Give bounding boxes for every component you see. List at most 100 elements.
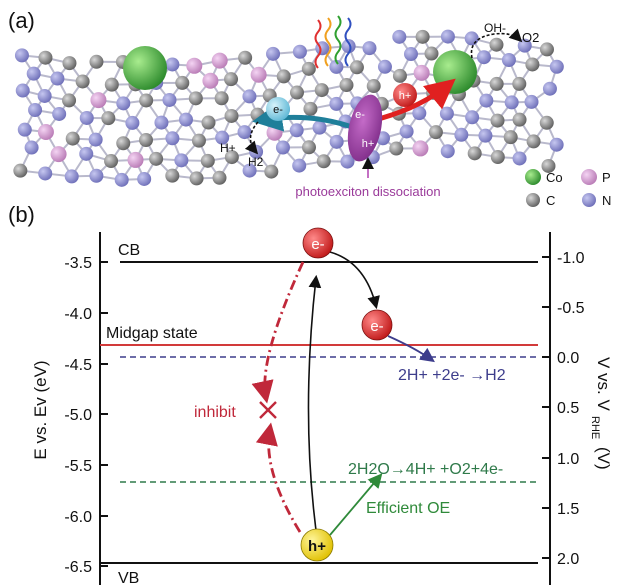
inhibit-label: inhibit — [194, 404, 236, 421]
lattice-atom — [266, 124, 283, 141]
lattice-atom — [478, 128, 493, 143]
cb-label: CB — [118, 242, 140, 259]
proton-label: H+ — [220, 141, 236, 155]
lattice-atom — [162, 92, 177, 107]
lattice-atom — [424, 46, 439, 61]
lattice-atom — [542, 81, 557, 96]
lattice-atom — [412, 140, 429, 157]
lattice-atom — [38, 50, 53, 65]
lattice-atom — [189, 171, 204, 186]
lattice-atom — [116, 136, 131, 151]
lattice-atom — [79, 110, 94, 125]
hydrogen-label: H2 — [248, 155, 264, 169]
lattice-atom — [242, 163, 257, 178]
hole-transfer-arrow — [374, 78, 456, 123]
lattice-atom — [224, 108, 239, 123]
legend-c-label: C — [546, 193, 555, 208]
midgap-electron-ball — [361, 309, 393, 341]
lattice-atom — [191, 133, 206, 148]
lattice-atom — [349, 60, 364, 75]
right-tick-label: -0.5 — [557, 300, 585, 317]
lattice-atom — [413, 64, 430, 81]
lattice-atom — [392, 68, 407, 83]
right-tick-label: 1.0 — [557, 451, 579, 468]
panel-b: (b) -3.5 -4.0 -4.5 -5.0 -5.5 -6.0 -6.5 -… — [8, 202, 613, 585]
right-axis-ticks: -1.0 -0.5 0.0 0.5 1.0 1.5 2.0 — [542, 250, 585, 568]
recombination-arrow-upper — [251, 261, 305, 404]
lattice-atom — [512, 151, 527, 166]
lattice-atom — [512, 112, 527, 127]
legend-n-label: N — [602, 193, 611, 208]
lattice-atom — [242, 89, 257, 104]
lattice-atom — [512, 76, 527, 91]
lattice-atom — [403, 47, 418, 62]
her-reaction-label: 2H+ +2e- →H2 — [398, 367, 506, 384]
lattice-atom — [289, 85, 304, 100]
lattice-atom — [224, 72, 239, 87]
right-tick-label: -1.0 — [557, 250, 585, 267]
lattice-atom — [428, 125, 443, 140]
cobalt-atom-left — [123, 46, 167, 90]
right-tick-label: 1.5 — [557, 501, 579, 518]
lattice-atom — [316, 154, 331, 169]
efficient-oe-label: Efficient OE — [366, 500, 450, 517]
lattice-atom — [490, 149, 505, 164]
lattice-atom — [340, 154, 355, 169]
lattice-atom — [454, 127, 469, 142]
left-axis-ticks: -3.5 -4.0 -4.5 -5.0 -5.5 -6.0 -6.5 — [64, 255, 108, 576]
lattice-atom — [212, 170, 227, 185]
lattice-atom — [38, 166, 53, 181]
oer-transfer-arrow — [329, 473, 383, 536]
lattice-atom — [501, 52, 516, 67]
atom-legend: Co P C N — [525, 169, 611, 208]
left-tick-label: -3.5 — [64, 255, 92, 272]
lattice-atom — [224, 150, 239, 165]
lattice-atom — [188, 91, 203, 106]
oer-reaction-label: 2H2O→4H+ +O2+4e- — [348, 461, 503, 478]
lattice-atom — [292, 44, 307, 59]
exciton-electron-label: e- — [355, 109, 365, 121]
lattice-atom — [539, 42, 554, 57]
vb-label: VB — [118, 570, 139, 585]
lattice-atom — [175, 75, 190, 90]
cb-electron-label: e- — [311, 236, 324, 253]
lattice-atom — [366, 79, 381, 94]
lattice-atom — [178, 112, 193, 127]
dissociation-label: photoexciton dissociation — [295, 184, 440, 199]
lattice-atom — [37, 124, 54, 141]
right-tick-label: 2.0 — [557, 551, 579, 568]
lattice-atom — [211, 52, 228, 69]
right-tick-label: 0.5 — [557, 400, 579, 417]
lattice-atom — [104, 77, 119, 92]
lattice-atom — [104, 154, 119, 169]
hydrogen-evolution-arrow — [244, 121, 259, 155]
lattice-atom — [440, 29, 455, 44]
lattice-atom — [541, 158, 556, 173]
lattice-atom — [292, 158, 307, 173]
vb-hole-ball — [300, 528, 334, 562]
lattice-atom — [276, 69, 291, 84]
recombination-arrow-lower — [255, 422, 302, 533]
legend-co-label: Co — [546, 170, 563, 185]
legend-co-swatch — [525, 169, 541, 185]
lattice-atom — [137, 171, 152, 186]
lattice-atom — [329, 134, 344, 149]
lattice-atom — [464, 31, 479, 46]
lattice-atom — [264, 164, 279, 179]
electron-ball — [266, 97, 290, 121]
lattice-atom — [101, 111, 116, 126]
lattice-atom — [13, 163, 28, 178]
lattice-atom — [329, 59, 344, 74]
lattice-atom — [377, 59, 392, 74]
lattice-atom — [139, 93, 154, 108]
lattice-atom — [238, 50, 253, 65]
lattice-atom — [465, 110, 480, 125]
right-tick-label: 0.0 — [557, 350, 579, 367]
lattice-atom — [266, 46, 281, 61]
left-tick-label: -4.5 — [64, 357, 92, 374]
exciton-ellipse — [347, 94, 383, 162]
inhibit-cross-icon — [259, 401, 277, 419]
lattice-atom — [89, 168, 104, 183]
lattice-atom — [114, 172, 129, 187]
